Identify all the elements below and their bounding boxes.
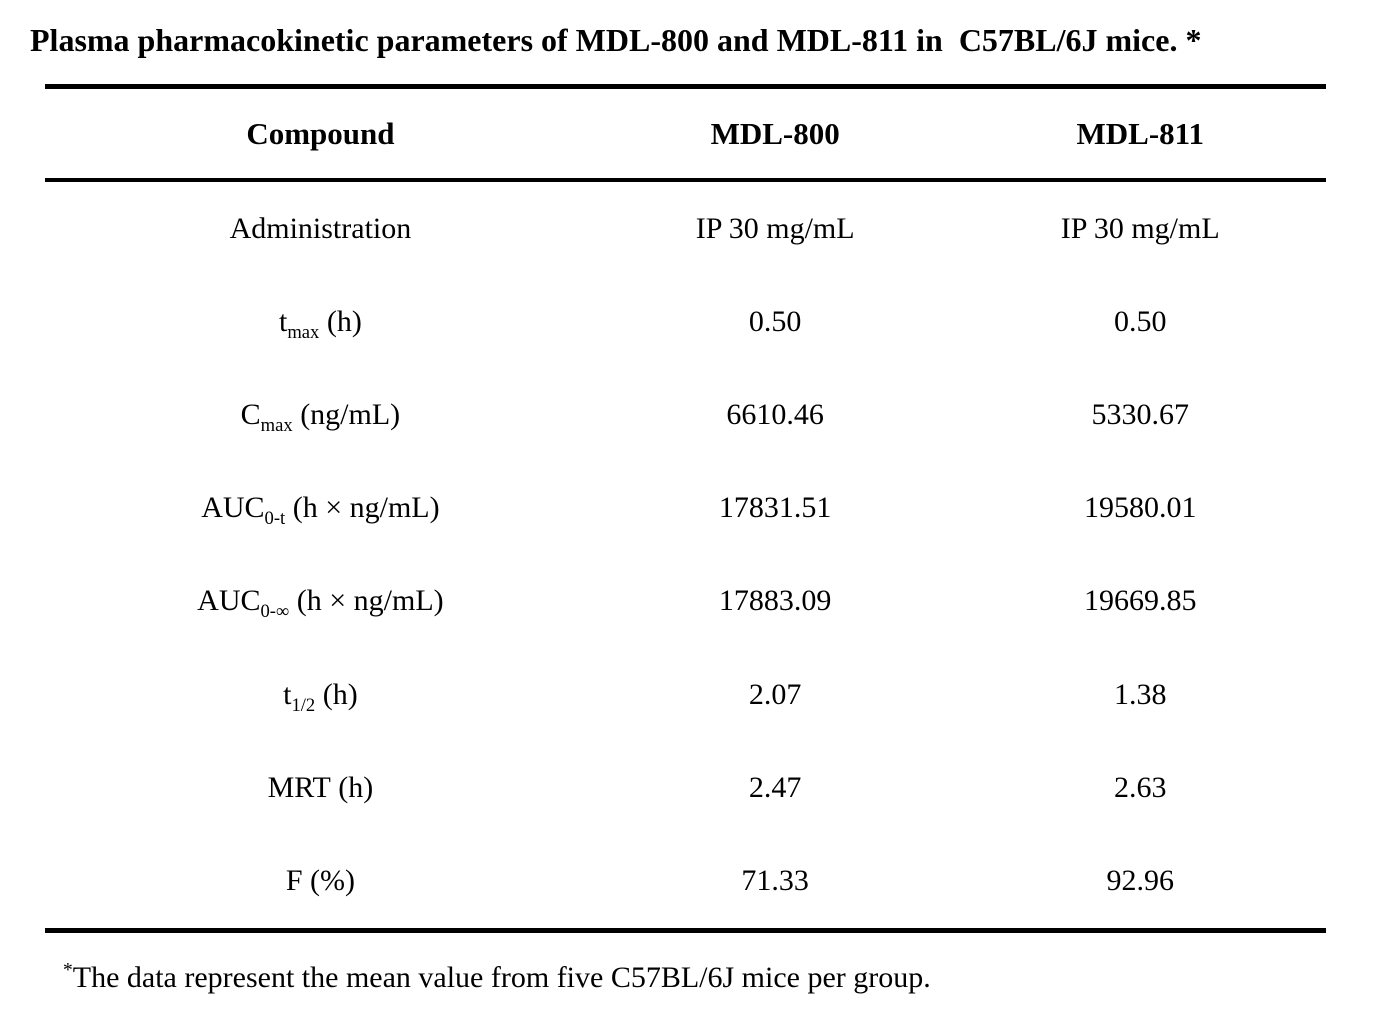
row-label-units: (h × ng/mL) xyxy=(285,491,440,525)
table-body: Administration IP 30 mg/mL IP 30 mg/mL t… xyxy=(45,182,1326,928)
row-value-mdl800: 17883.09 xyxy=(718,584,832,618)
row-label-subscript: 1/2 xyxy=(291,694,316,716)
row-label-main: AUC xyxy=(197,584,261,618)
row-label-subscript: 0-∞ xyxy=(260,601,290,623)
table-row: t1/2 (h) 2.07 1.38 xyxy=(45,648,1326,741)
row-label: AUC0-∞ (h × ng/mL) xyxy=(45,584,596,621)
header-compound: Compound xyxy=(246,115,395,151)
row-value-mdl800: 0.50 xyxy=(748,304,802,338)
row-label-main: AUC xyxy=(201,491,265,525)
row-label-main: F xyxy=(285,863,303,897)
row-label-main: C xyxy=(240,397,261,431)
table-row: Administration IP 30 mg/mL IP 30 mg/mL xyxy=(45,182,1326,275)
pk-parameters-table: Compound MDL-800 MDL-811 Administration … xyxy=(45,84,1326,933)
header-mdl800: MDL-800 xyxy=(710,115,840,151)
table-footnote: *The data represent the mean value from … xyxy=(63,960,931,995)
row-label-main: t xyxy=(283,677,292,711)
table-row: tmax (h) 0.50 0.50 xyxy=(45,275,1326,368)
row-value-mdl811: 19580.01 xyxy=(1083,491,1197,525)
row-value-mdl800: 2.07 xyxy=(748,677,802,711)
row-value-mdl811: 1.38 xyxy=(1113,677,1167,711)
row-value-mdl811: 19669.85 xyxy=(1083,584,1197,618)
row-value-mdl811: 0.50 xyxy=(1113,304,1167,338)
row-label-main: Administration xyxy=(229,211,412,245)
row-value-mdl811: 92.96 xyxy=(1106,863,1174,897)
row-label-units: (ng/mL) xyxy=(292,397,401,431)
row-value-mdl811: 2.63 xyxy=(1113,770,1167,804)
row-label: MRT (h) xyxy=(45,771,596,805)
table-row: F (%) 71.33 92.96 xyxy=(45,834,1326,927)
table-header-row: Compound MDL-800 MDL-811 xyxy=(45,89,1326,182)
table-row: Cmax (ng/mL) 6610.46 5330.67 xyxy=(45,368,1326,461)
row-label: Administration xyxy=(45,212,596,246)
table-row: MRT (h) 2.47 2.63 xyxy=(45,741,1326,834)
header-mdl811: MDL-811 xyxy=(1076,115,1204,151)
row-value-mdl800: 2.47 xyxy=(748,770,802,804)
row-label: F (%) xyxy=(45,864,596,898)
table-title: Plasma pharmacokinetic parameters of MDL… xyxy=(30,22,1202,58)
row-label-subscript: max xyxy=(260,414,293,436)
row-label-main: MRT xyxy=(267,770,331,804)
table-row: AUC0-∞ (h × ng/mL) 17883.09 19669.85 xyxy=(45,555,1326,648)
row-label: AUC0-t (h × ng/mL) xyxy=(45,491,596,528)
row-label-units: (h) xyxy=(330,770,374,804)
table-row: AUC0-t (h × ng/mL) 17831.51 19580.01 xyxy=(45,462,1326,555)
footnote-text: The data represent the mean value from f… xyxy=(72,961,931,994)
row-label-units: (h) xyxy=(315,677,358,711)
row-label-subscript: max xyxy=(287,321,320,343)
row-value-mdl800: 71.33 xyxy=(741,863,809,897)
row-value-mdl800: 17831.51 xyxy=(718,491,832,525)
row-label: tmax (h) xyxy=(45,304,596,342)
row-label-units: (h) xyxy=(319,304,362,338)
row-label: t1/2 (h) xyxy=(45,677,596,715)
row-label-units: (h × ng/mL) xyxy=(289,584,444,618)
row-value-mdl811: IP 30 mg/mL xyxy=(1060,211,1220,245)
row-value-mdl800: IP 30 mg/mL xyxy=(695,211,855,245)
row-value-mdl800: 6610.46 xyxy=(726,397,824,431)
row-value-mdl811: 5330.67 xyxy=(1091,397,1189,431)
row-label-subscript: 0-t xyxy=(264,508,286,530)
row-label: Cmax (ng/mL) xyxy=(45,397,596,435)
row-label-main: t xyxy=(278,304,288,338)
footnote-asterisk: * xyxy=(63,960,73,981)
row-label-units: (%) xyxy=(302,863,355,897)
